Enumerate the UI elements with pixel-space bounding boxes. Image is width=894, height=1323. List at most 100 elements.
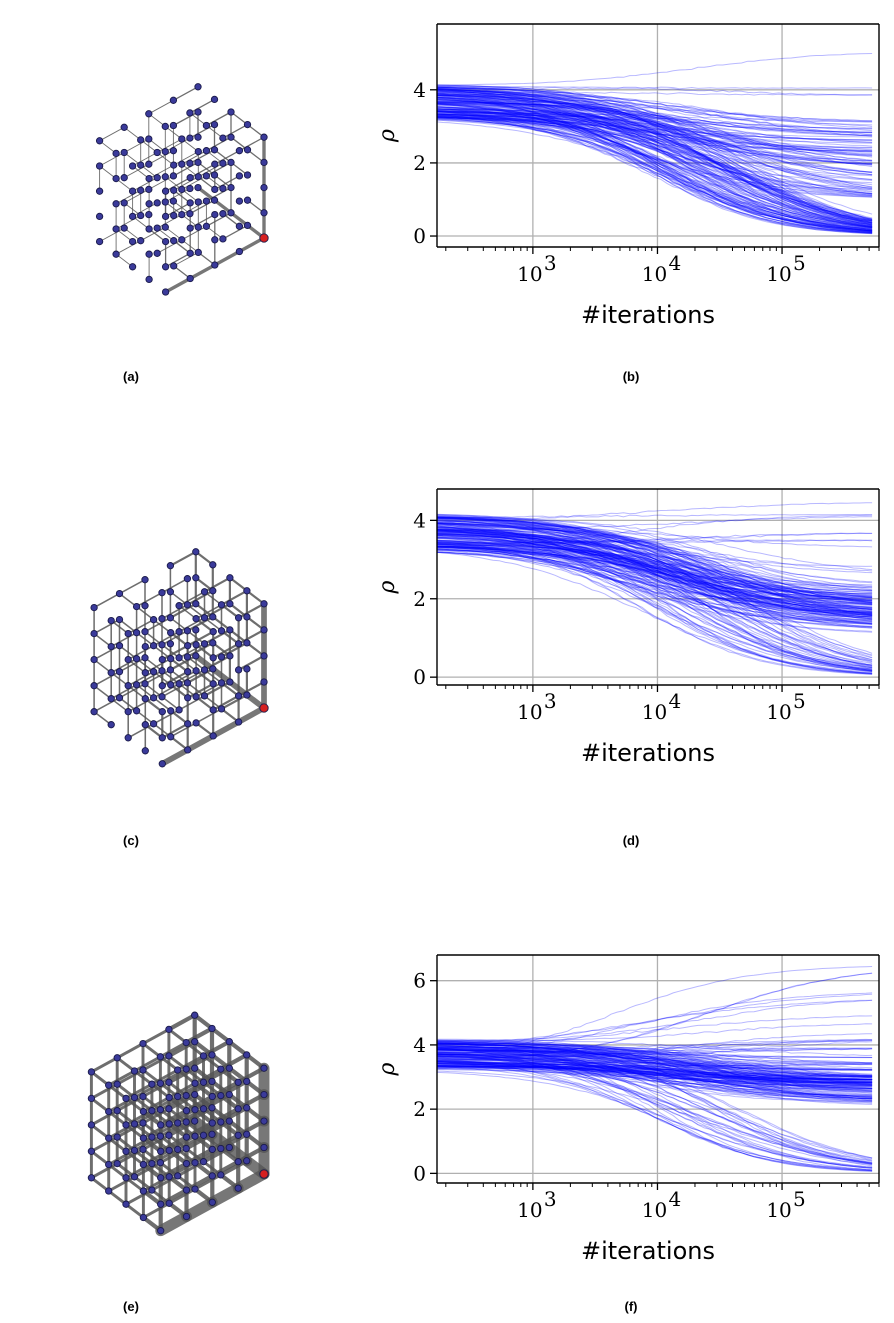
root-node	[259, 1169, 269, 1179]
series-line-84	[437, 516, 873, 532]
series-line-28	[437, 118, 873, 198]
graph-node	[139, 1160, 148, 1169]
series-line-123	[437, 1045, 873, 1159]
series-line-70	[437, 1039, 873, 1063]
series-line-76	[437, 530, 873, 597]
series-line-124	[437, 1060, 873, 1103]
graph-node	[226, 600, 234, 608]
graph-node	[199, 1052, 208, 1060]
graph-node	[145, 225, 153, 233]
series-line-100	[437, 1065, 873, 1098]
graph-node	[128, 187, 137, 195]
graph-edge	[148, 175, 174, 190]
graph-node	[145, 200, 153, 208]
series-line-34	[437, 992, 873, 1056]
graph-edge	[167, 1134, 197, 1152]
series-line-26	[437, 1053, 873, 1098]
series-line-31	[437, 1051, 873, 1089]
graph-node	[243, 1051, 251, 1059]
series-line-166	[437, 102, 873, 173]
series-line-119	[437, 84, 873, 133]
graph-node	[153, 174, 161, 182]
graph-edge	[169, 654, 197, 672]
graph-node	[178, 135, 186, 143]
series-line-61	[437, 517, 873, 659]
series-line-36	[437, 1060, 873, 1164]
series-line-143	[437, 1053, 873, 1081]
graph-node	[184, 720, 192, 728]
graph-node	[141, 695, 149, 703]
graph-node	[149, 720, 158, 728]
series-line-3	[437, 1066, 873, 1171]
series-line-129	[437, 1047, 873, 1081]
series-line-91	[437, 533, 873, 599]
graph-edge	[132, 152, 158, 167]
series-line-183	[437, 1056, 873, 1159]
series-line-181	[437, 546, 873, 595]
y-axis-label: ρ	[375, 580, 400, 594]
series-line-17	[437, 1061, 873, 1168]
graph-node	[139, 1145, 147, 1154]
series-line-77	[437, 537, 873, 615]
series-line-18	[437, 543, 873, 603]
series-line-74	[437, 111, 873, 154]
series-line-76	[437, 87, 873, 165]
graph-node	[170, 161, 178, 169]
graph-node	[211, 261, 219, 269]
graph-node	[166, 666, 175, 674]
x-axis-label: #iterations	[581, 1237, 715, 1265]
series-line-111	[437, 1068, 873, 1090]
series-line-185	[437, 1059, 873, 1089]
series-line-175	[437, 1054, 873, 1077]
series-line-2	[437, 533, 873, 592]
graph-edge	[110, 684, 138, 700]
series-line-182	[437, 529, 873, 674]
root-node	[259, 233, 269, 243]
graph-edge	[184, 733, 217, 753]
graph-edge	[161, 644, 189, 661]
series-line-116	[437, 1058, 873, 1084]
series-line-114	[437, 1051, 873, 1165]
graph-node	[165, 1078, 173, 1086]
series-line-109	[437, 89, 873, 162]
series-line-79	[437, 96, 873, 228]
y-tick-label-0: 0	[413, 665, 426, 689]
series-line-189	[437, 523, 873, 604]
graph-edge	[141, 1122, 171, 1140]
graph-node	[200, 588, 209, 596]
graph-node	[200, 640, 209, 648]
series-line-161	[437, 94, 873, 181]
series-line-92	[437, 541, 873, 669]
graph-edge	[144, 617, 172, 633]
graph-edge	[218, 1172, 241, 1191]
series-line-124	[437, 117, 873, 230]
graph-node	[149, 668, 158, 676]
graph-node	[122, 1094, 130, 1103]
series-line-131	[437, 522, 873, 621]
graph-node	[217, 653, 226, 661]
series-line-94	[437, 88, 873, 134]
series-line-66	[437, 517, 873, 605]
graph-node	[145, 174, 153, 183]
series-line-9	[437, 542, 873, 603]
series-line-38	[437, 551, 873, 661]
graph-node	[169, 121, 178, 130]
series-line-10	[437, 1023, 873, 1042]
series-line-113	[437, 528, 873, 591]
series-line-152	[437, 551, 873, 618]
graph-node	[156, 1079, 165, 1087]
series-line-128	[437, 98, 873, 222]
graph-node	[194, 223, 202, 231]
graph-node	[112, 200, 120, 208]
series-line-174	[437, 550, 873, 596]
graph-node	[167, 707, 175, 715]
graph-node	[141, 654, 149, 662]
graph-node	[219, 235, 227, 243]
series-line-116	[437, 549, 873, 606]
series-line-52	[437, 99, 873, 166]
graph-edge	[89, 1162, 119, 1180]
graph-node	[225, 1038, 233, 1046]
graph-node	[209, 561, 217, 569]
graph-node	[209, 613, 217, 621]
graph-node	[219, 159, 227, 167]
